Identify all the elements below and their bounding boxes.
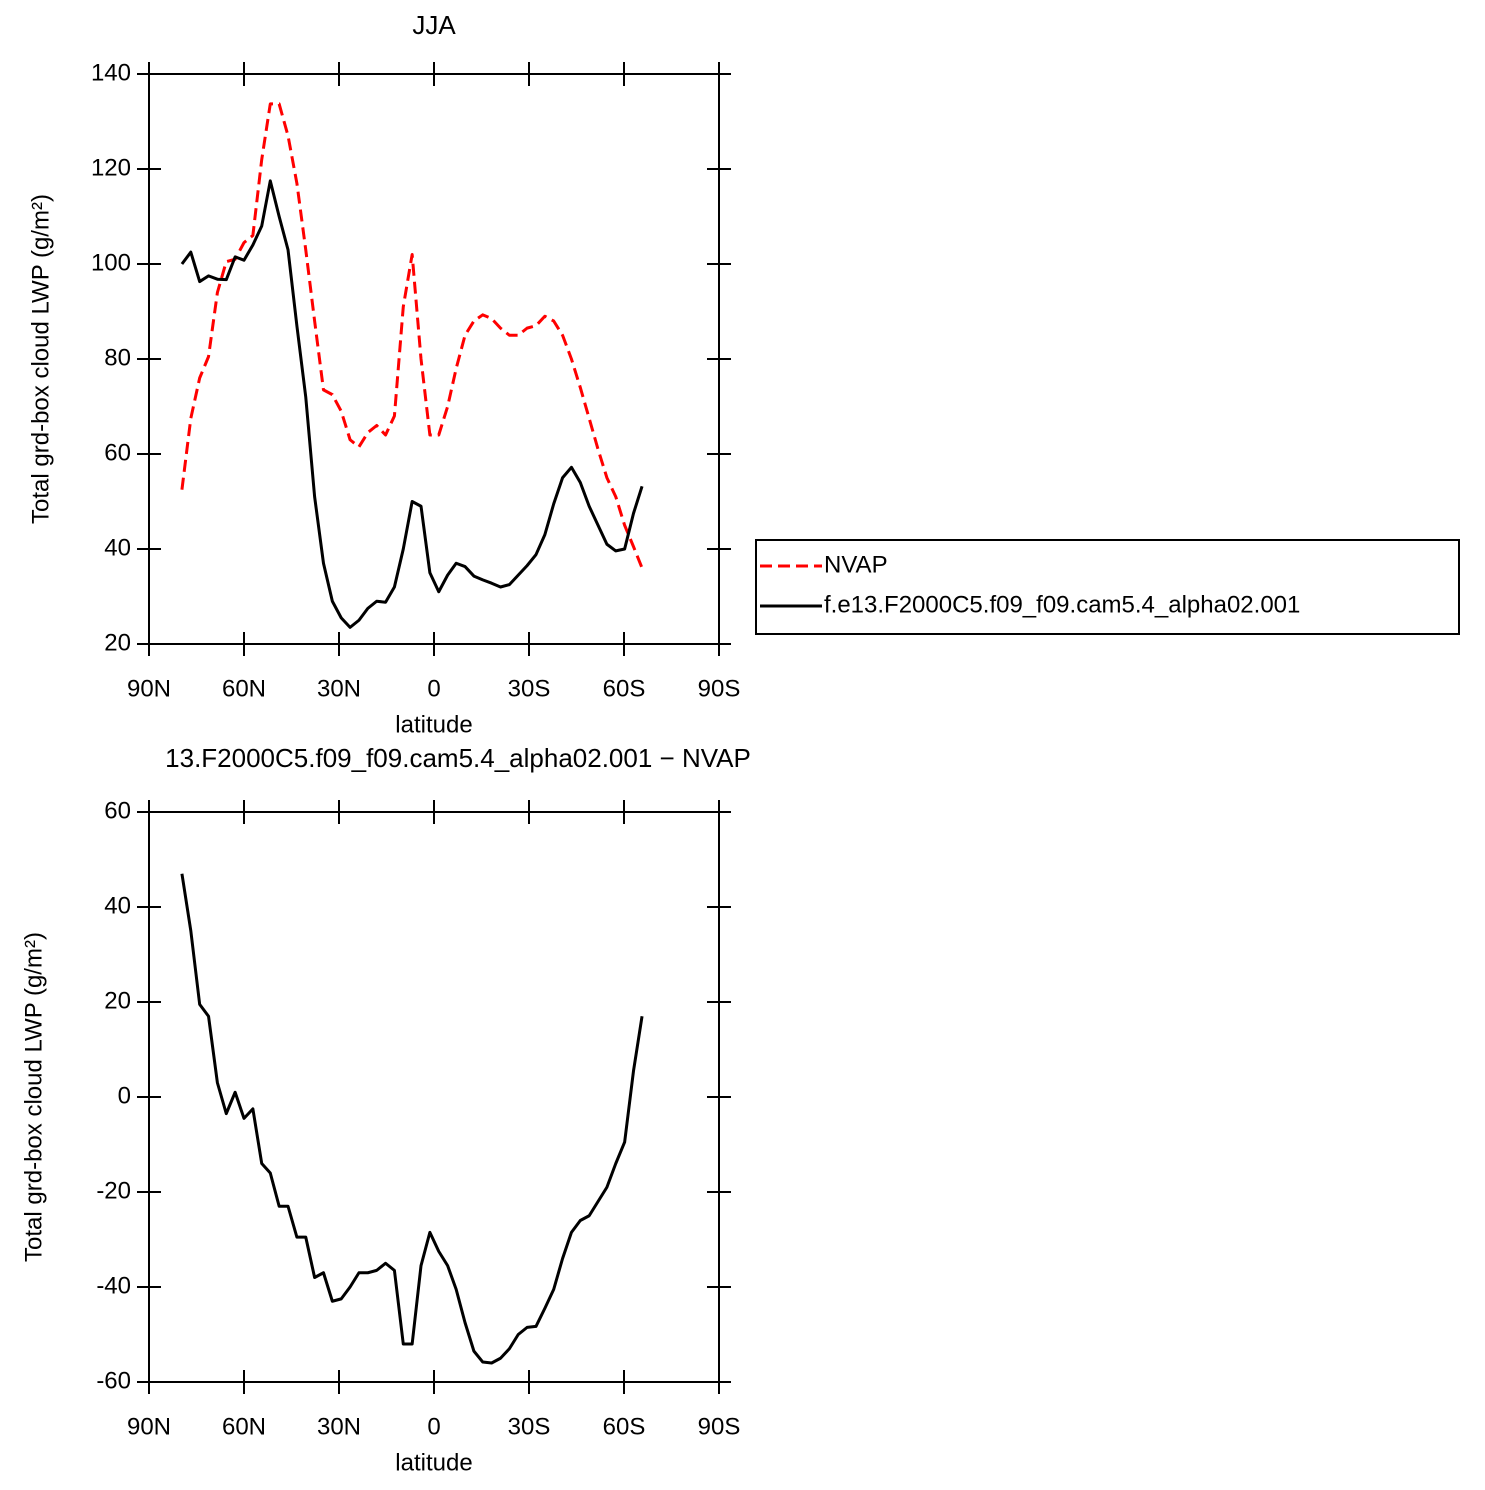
y-tick-label: 140: [91, 59, 131, 86]
x-tick-label: 0: [427, 1413, 440, 1440]
x-tick-label: 0: [427, 675, 440, 702]
x-tick-label: 30S: [508, 1413, 551, 1440]
data-line: [180, 102, 644, 569]
legend-box: [755, 539, 1460, 635]
x-tick-label: 30N: [317, 1413, 361, 1440]
y-tick-label: 40: [104, 534, 131, 561]
y-tick-label: 40: [104, 892, 131, 919]
y-tick-label: 60: [104, 439, 131, 466]
y-tick-label: 20: [104, 629, 131, 656]
x-tick-label: 60N: [222, 1413, 266, 1440]
x-tick-label: 30S: [508, 675, 551, 702]
y-axis-label: Total grd-box cloud LWP (g/m²): [27, 194, 54, 524]
y-tick-label: 60: [104, 797, 131, 824]
data-line: [180, 873, 644, 1365]
y-tick-label: 80: [104, 344, 131, 371]
x-axis-label: latitude: [395, 1449, 472, 1476]
y-tick-label: -60: [96, 1367, 131, 1394]
data-line: [180, 179, 644, 629]
y-axis-label: Total grd-box cloud LWP (g/m²): [20, 932, 47, 1262]
x-tick-label: 30N: [317, 675, 361, 702]
x-tick-label: 60S: [603, 1413, 646, 1440]
legend-label: NVAP: [824, 551, 888, 578]
y-tick-label: 100: [91, 249, 131, 276]
legend-label: f.e13.F2000C5.f09_f09.cam5.4_alpha02.001: [824, 591, 1300, 618]
y-tick-label: 20: [104, 987, 131, 1014]
x-tick-label: 60N: [222, 675, 266, 702]
y-tick-label: -40: [96, 1272, 131, 1299]
chart-title: 13.F2000C5.f09_f09.cam5.4_alpha02.001 − …: [165, 743, 751, 773]
x-tick-label: 90N: [127, 1413, 171, 1440]
y-tick-label: 120: [91, 154, 131, 181]
x-tick-label: 90N: [127, 675, 171, 702]
plot-frame: [148, 73, 720, 645]
chart-title: JJA: [412, 10, 456, 40]
x-axis-label: latitude: [395, 711, 472, 738]
x-tick-label: 60S: [603, 675, 646, 702]
y-tick-label: 0: [118, 1082, 131, 1109]
x-tick-label: 90S: [698, 1413, 741, 1440]
x-tick-label: 90S: [698, 675, 741, 702]
y-tick-label: -20: [96, 1177, 131, 1204]
